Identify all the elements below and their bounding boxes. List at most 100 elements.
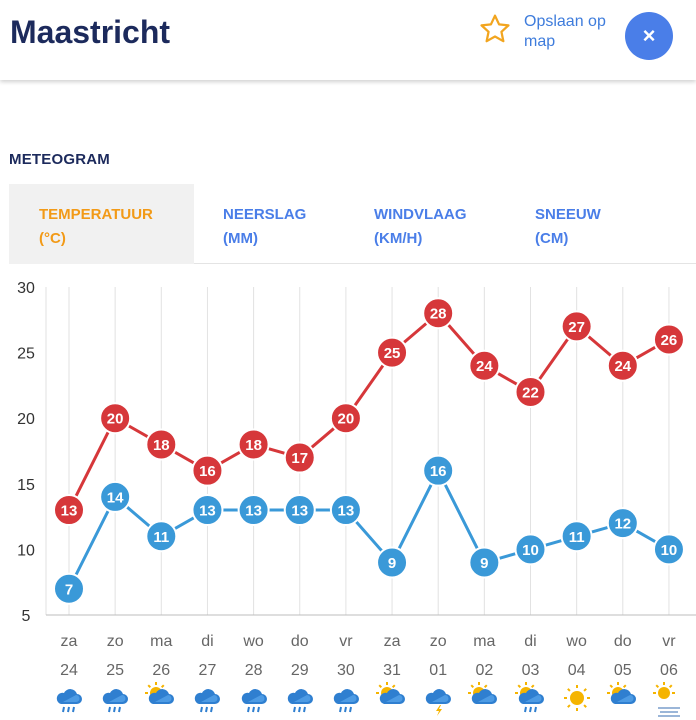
y-tick-label: 25 bbox=[17, 346, 35, 363]
min-temp-marker bbox=[606, 507, 639, 540]
x-tick-weekday: zo bbox=[107, 633, 124, 650]
min-temp-label: 13 bbox=[291, 503, 308, 520]
max-temp-marker bbox=[514, 375, 547, 408]
max-temp-marker bbox=[422, 297, 455, 330]
weather-icon-row bbox=[0, 682, 696, 720]
max-temp-label: 22 bbox=[522, 384, 539, 401]
sun-cloud-icon bbox=[376, 682, 406, 704]
y-tick-label: 30 bbox=[17, 280, 35, 297]
y-tick-label: 5 bbox=[22, 608, 31, 625]
x-tick-weekday: wo bbox=[565, 633, 587, 650]
x-tick-date: 01 bbox=[429, 662, 447, 679]
x-tick-date: 31 bbox=[383, 662, 401, 679]
min-temp-marker bbox=[53, 572, 85, 605]
tab-unit: (CM) bbox=[535, 230, 569, 247]
x-tick-date: 05 bbox=[614, 662, 632, 679]
x-tick-weekday: za bbox=[61, 633, 78, 650]
max-temp-label: 20 bbox=[338, 411, 355, 428]
max-temp-label: 17 bbox=[291, 450, 308, 467]
min-temp-marker bbox=[283, 494, 316, 527]
close-icon: × bbox=[642, 23, 656, 48]
max-temp-marker bbox=[145, 428, 178, 461]
section-title: METEOGRAM bbox=[9, 151, 110, 168]
save-to-map-button[interactable]: Opslaan op map bbox=[478, 12, 619, 52]
x-tick-date: 29 bbox=[291, 662, 309, 679]
min-temp-marker bbox=[376, 546, 409, 579]
rain-cloud-icon bbox=[56, 689, 82, 713]
sun-cloud-icon bbox=[145, 682, 175, 704]
rain-cloud-icon bbox=[102, 689, 129, 713]
sun-icon bbox=[563, 685, 590, 711]
sun-rain-icon bbox=[514, 682, 544, 713]
close-button[interactable]: × bbox=[625, 12, 673, 60]
max-temp-marker bbox=[191, 454, 224, 487]
min-temp-label: 10 bbox=[661, 542, 678, 559]
tab-label: NEERSLAG bbox=[223, 206, 307, 223]
min-temp-marker bbox=[99, 480, 132, 513]
min-temp-label: 13 bbox=[338, 503, 355, 520]
meteogram-tabs: TEMPERATUUR (°C) NEERSLAG (MM) WINDVLAAG… bbox=[9, 184, 696, 264]
max-temp-marker bbox=[468, 349, 501, 382]
min-temp-label: 13 bbox=[245, 503, 262, 520]
min-temp-marker bbox=[652, 533, 685, 566]
y-tick-label: 15 bbox=[17, 477, 35, 494]
sun-cloud-icon bbox=[606, 682, 636, 704]
min-temp-label: 9 bbox=[388, 555, 396, 572]
max-temp-line bbox=[67, 311, 670, 511]
x-tick-weekday: ma bbox=[473, 633, 495, 650]
max-temp-label: 27 bbox=[568, 319, 585, 336]
tab-unit: (MM) bbox=[223, 230, 258, 247]
max-temp-marker bbox=[606, 349, 639, 382]
x-tick-date: 02 bbox=[475, 662, 493, 679]
tab-label: SNEEUW bbox=[535, 206, 601, 223]
min-temp-marker bbox=[560, 520, 593, 553]
max-temp-label: 24 bbox=[476, 358, 493, 375]
tab-sneeuw[interactable]: SNEEUW (CM) bbox=[535, 184, 655, 264]
x-tick-date: 24 bbox=[60, 662, 78, 679]
max-temp-marker bbox=[329, 402, 362, 435]
max-temp-label: 20 bbox=[107, 411, 124, 428]
x-tick-weekday: ma bbox=[150, 633, 172, 650]
tab-unit: (°C) bbox=[39, 230, 66, 247]
tab-windvlaag[interactable]: WINDVLAAG (KM/H) bbox=[374, 184, 514, 264]
rain-cloud-icon bbox=[195, 689, 221, 713]
max-temp-marker bbox=[376, 336, 409, 369]
min-temp-label: 9 bbox=[480, 555, 488, 572]
min-temp-label: 7 bbox=[65, 581, 73, 598]
min-temp-marker bbox=[237, 494, 270, 527]
tab-label: TEMPERATUUR bbox=[39, 206, 153, 223]
min-temp-label: 14 bbox=[107, 489, 124, 506]
sun-fog-icon bbox=[652, 682, 680, 717]
x-tick-date: 06 bbox=[660, 662, 678, 679]
x-tick-weekday: zo bbox=[430, 633, 447, 650]
min-temp-label: 16 bbox=[430, 463, 447, 480]
x-tick-weekday: di bbox=[524, 633, 536, 650]
rain-cloud-icon bbox=[333, 689, 359, 713]
x-tick-date: 04 bbox=[568, 662, 586, 679]
min-temp-marker bbox=[422, 454, 455, 487]
max-temp-label: 25 bbox=[384, 345, 401, 362]
x-tick-weekday: di bbox=[201, 633, 213, 650]
min-temp-marker bbox=[191, 494, 224, 527]
tab-neerslag[interactable]: NEERSLAG (MM) bbox=[223, 184, 353, 264]
page-title: Maastricht bbox=[10, 14, 171, 50]
x-tick-date: 26 bbox=[152, 662, 170, 679]
x-tick-date: 30 bbox=[337, 662, 355, 679]
y-tick-label: 20 bbox=[17, 411, 35, 428]
max-temp-marker bbox=[237, 428, 270, 461]
x-tick-date: 28 bbox=[245, 662, 263, 679]
max-temp-label: 18 bbox=[245, 437, 262, 454]
min-temp-marker bbox=[468, 546, 501, 579]
min-temp-label: 11 bbox=[569, 529, 585, 546]
max-temp-label: 24 bbox=[614, 358, 631, 375]
min-temp-label: 10 bbox=[522, 542, 539, 559]
x-tick-weekday: do bbox=[614, 633, 632, 650]
min-temp-marker bbox=[145, 520, 178, 553]
max-temp-marker bbox=[560, 310, 593, 343]
tab-unit: (KM/H) bbox=[374, 230, 423, 247]
tab-temperatuur[interactable]: TEMPERATUUR (°C) bbox=[9, 184, 194, 264]
min-temp-label: 12 bbox=[614, 516, 631, 533]
min-temp-marker bbox=[329, 494, 362, 527]
x-tick-weekday: za bbox=[384, 633, 401, 650]
temperature-chart: 5 10 15 20 25 30 13 20 18 16 18 17 20 25 28 24 22 27 24 26 7… bbox=[17, 280, 696, 679]
